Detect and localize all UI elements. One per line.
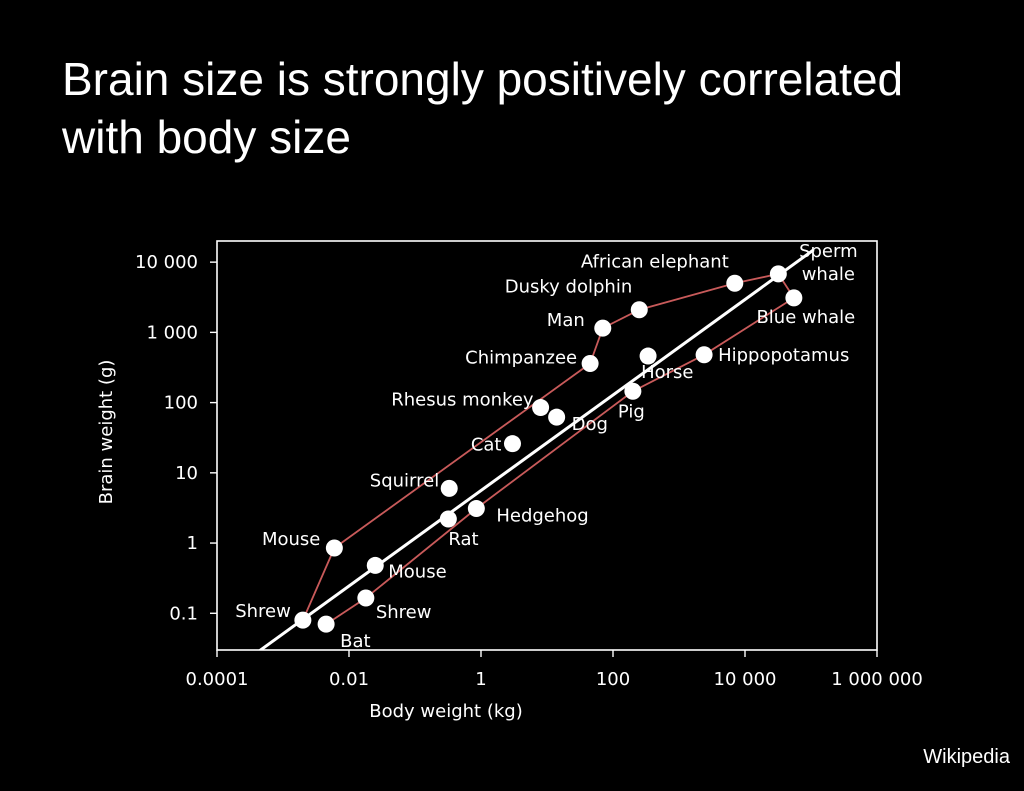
point-label-blue-whale-19: Blue whale bbox=[756, 307, 855, 328]
point-label-african-elephant-17: African elephant bbox=[581, 251, 729, 272]
data-point-horse-14 bbox=[639, 347, 657, 365]
data-point-cat-8 bbox=[503, 435, 521, 453]
point-label-squirrel-5: Squirrel bbox=[370, 470, 439, 491]
x-tick-label: 0.0001 bbox=[186, 669, 249, 690]
point-label-mouse-2: Mouse bbox=[262, 529, 320, 550]
trend-line bbox=[258, 248, 815, 650]
data-point-mouse-2 bbox=[325, 539, 343, 557]
plot-area-frame bbox=[216, 240, 878, 651]
point-label-hedgehog-7: Hedgehog bbox=[496, 506, 588, 527]
slide-title-line-1: Brain size is strongly positively correl… bbox=[62, 53, 904, 105]
slide-title-line-2: with body size bbox=[62, 111, 351, 163]
point-label-rat-6: Rat bbox=[448, 529, 478, 550]
point-label-part: whale bbox=[802, 264, 855, 285]
point-label-dog-10: Dog bbox=[572, 414, 608, 435]
y-tick-label: 100 bbox=[164, 393, 198, 414]
x-tick-label: 10 000 bbox=[714, 669, 777, 690]
data-point-bat-1 bbox=[317, 615, 335, 633]
point-label-sperm-whale-18: Sperm whale bbox=[799, 241, 858, 285]
data-point-dog-10 bbox=[548, 408, 566, 426]
data-point-african-elephant-17 bbox=[726, 274, 744, 292]
data-point-dusky-dolphin-13 bbox=[630, 301, 648, 319]
slide-title: Brain size is strongly positively correl… bbox=[62, 50, 1002, 166]
point-label-shrew-4: Shrew bbox=[376, 602, 432, 623]
point-labels: Shrew Bat Mouse Mouse Shrew Squirrel Rat Hedgeh… bbox=[235, 241, 857, 652]
data-point-man-12 bbox=[594, 319, 612, 337]
data-point-hedgehog-7 bbox=[467, 500, 485, 518]
data-point-mouse-3 bbox=[366, 556, 384, 574]
point-label-pig-15: Pig bbox=[618, 401, 645, 422]
point-label-shrew-0: Shrew bbox=[235, 601, 291, 622]
x-tick-label: 0.01 bbox=[329, 669, 369, 690]
x-tick-label: 1 bbox=[475, 669, 486, 690]
data-point-squirrel-5 bbox=[440, 479, 458, 497]
x-axis-label: Body weight (kg) bbox=[369, 701, 522, 722]
data-point-rhesus-monkey-9 bbox=[532, 399, 550, 417]
point-label-man-12: Man bbox=[547, 310, 585, 331]
point-label-dusky-dolphin-13: Dusky dolphin bbox=[505, 277, 633, 298]
point-label-mouse-3: Mouse bbox=[388, 561, 446, 582]
data-points bbox=[294, 265, 803, 633]
y-tick-label: 1 bbox=[187, 533, 198, 554]
y-tick-label: 1 000 bbox=[146, 322, 198, 343]
point-label-bat-1: Bat bbox=[340, 631, 370, 652]
data-point-chimpanzee-11 bbox=[581, 355, 599, 373]
data-point-shrew-0 bbox=[294, 611, 312, 629]
point-label-cat-8: Cat bbox=[471, 435, 502, 456]
data-point-sperm-whale-18 bbox=[769, 265, 787, 283]
point-label-rhesus-monkey-9: Rhesus monkey bbox=[391, 390, 534, 411]
y-tick-label: 0.1 bbox=[169, 603, 198, 624]
y-tick-label: 10 000 bbox=[135, 252, 198, 273]
point-label-hippopotamus-16: Hippopotamus bbox=[718, 345, 849, 366]
data-point-pig-15 bbox=[624, 382, 642, 400]
axes: 0.0001 0.01 1 100 10 000 1 000 000 0.1 1 10 100 1 … bbox=[96, 252, 923, 722]
data-point-hippopotamus-16 bbox=[695, 346, 713, 364]
data-point-rat-6 bbox=[439, 510, 457, 528]
y-axis-label: Brain weight (g) bbox=[96, 360, 117, 505]
data-point-shrew-4 bbox=[357, 589, 375, 607]
x-tick-label: 100 bbox=[596, 669, 630, 690]
point-label-horse-14: Horse bbox=[641, 362, 693, 383]
point-label-part: Sperm bbox=[799, 241, 858, 262]
point-label-chimpanzee-11: Chimpanzee bbox=[465, 348, 577, 369]
source-credit: Wikipedia bbox=[923, 746, 1010, 768]
x-tick-label: 1 000 000 bbox=[831, 669, 923, 690]
data-point-blue-whale-19 bbox=[785, 289, 803, 307]
y-tick-label: 10 bbox=[175, 463, 198, 484]
trend-line-layer bbox=[258, 248, 815, 650]
